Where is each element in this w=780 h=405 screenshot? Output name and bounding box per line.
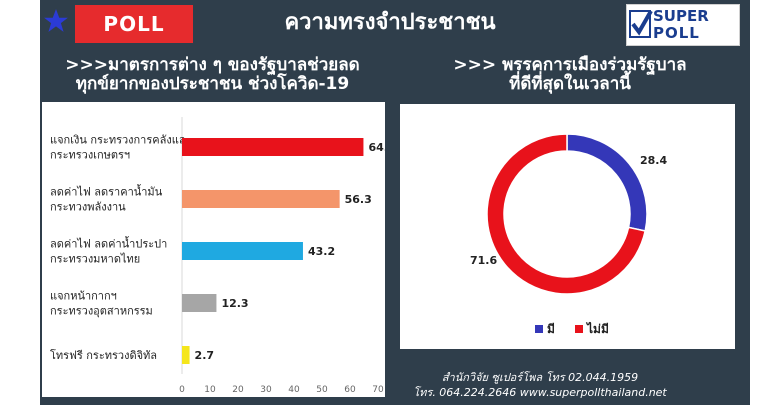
bar-category-label: แจกเงิน กระทรวงการคลังและ [50,134,191,147]
x-tick-label: 60 [344,385,356,395]
logo-text-super: SUPER [653,7,709,25]
bar-category-label: ลดค่าไฟ ลดค่าน้ำประปา [50,236,167,251]
donut-value-label: 71.6 [470,254,497,267]
logo-text-poll: POLL [653,24,700,42]
bar-value-label: 43.2 [308,245,335,258]
donut-value-label: 28.4 [640,154,667,167]
footer-line1: สำนักวิจัย ซูเปอร์โพล โทร 02.044.1959 [441,371,639,384]
super-poll-logo: SUPER POLL [626,4,740,46]
poll-card: POLL ความทรงจำประชาชน SUPER POLL >>>มาตร… [40,0,750,405]
bar-subtitle-line2: ทุกข์ยากของประชาชน ช่วงโควิด-19 [75,74,350,94]
x-tick-label: 40 [288,385,300,395]
bar-category-label: กระทรวงเกษตรฯ [50,149,130,162]
bar [182,242,303,260]
bar [182,294,217,312]
x-tick-label: 0 [179,385,185,395]
footer-line2: โทร. 064.224.2646 www.superpollthailand.… [413,386,667,399]
bar-value-label: 56.3 [345,193,372,206]
bar-category-label: กระทรวงมหาดไทย [50,253,140,266]
legend-label: ไม่มี [585,321,609,336]
donut-slice [566,133,648,232]
pie-chart-subtitle: >>> พรรคการเมืองร่วมรัฐบาล ที่ดีที่สุดใน… [390,56,750,94]
x-tick-label: 50 [316,385,328,395]
bar-category-label: กระทวงพลังงาน [50,201,126,214]
bar-category-label: แจกหน้ากากฯ [50,290,117,303]
bar-category-label: โทรฟรี กระทรวงดิจิทัล [50,348,157,362]
x-tick-label: 70 [372,385,384,395]
bar [182,138,364,156]
donut-slice [486,133,647,295]
page-title: ความทรงจำประชาชน [284,10,496,35]
footer-contact: สำนักวิจัย ซูเปอร์โพล โทร 02.044.1959 โท… [340,370,740,400]
bar-value-label: 2.7 [195,349,215,362]
bar-category-label: ลดค่าไฟ ลดราคาน้ำมัน [50,184,163,199]
bar [182,190,340,208]
checkmark-icon [629,10,653,38]
x-tick-label: 30 [260,385,272,395]
pie-chart-panel: 28.4 71.6 มี ไม่มี [400,104,735,349]
legend-label: มี [547,322,555,336]
bar-chart-panel: แจกเงิน กระทรวงการคลังและกระทรวงเกษตรฯ 64… [42,102,396,397]
pie-subtitle-line2: ที่ดีที่สุดในเวลานี้ [509,74,631,94]
pie-subtitle-line1: >>> พรรคการเมืองร่วมรัฐบาล [453,55,687,75]
bar-value-label: 12.3 [221,297,248,310]
bar [182,346,190,364]
x-tick-label: 20 [232,385,244,395]
bar-category-label: กระทรวงอุตสาหกรรม [50,305,153,318]
bar-chart-subtitle: >>>มาตรการต่าง ๆ ของรัฐบาลช่วยลด ทุกข์ยา… [40,56,385,94]
bar-value-label: 64.8 [368,141,385,154]
star-icon [44,9,68,32]
legend-swatch [575,325,583,333]
x-tick-label: 10 [204,385,216,395]
poll-badge: POLL [75,5,193,43]
legend-swatch [535,325,543,333]
bar-subtitle-line1: >>>มาตรการต่าง ๆ ของรัฐบาลช่วยลด [65,55,360,75]
donut-chart: 28.4 71.6 มี ไม่มี [470,133,667,336]
